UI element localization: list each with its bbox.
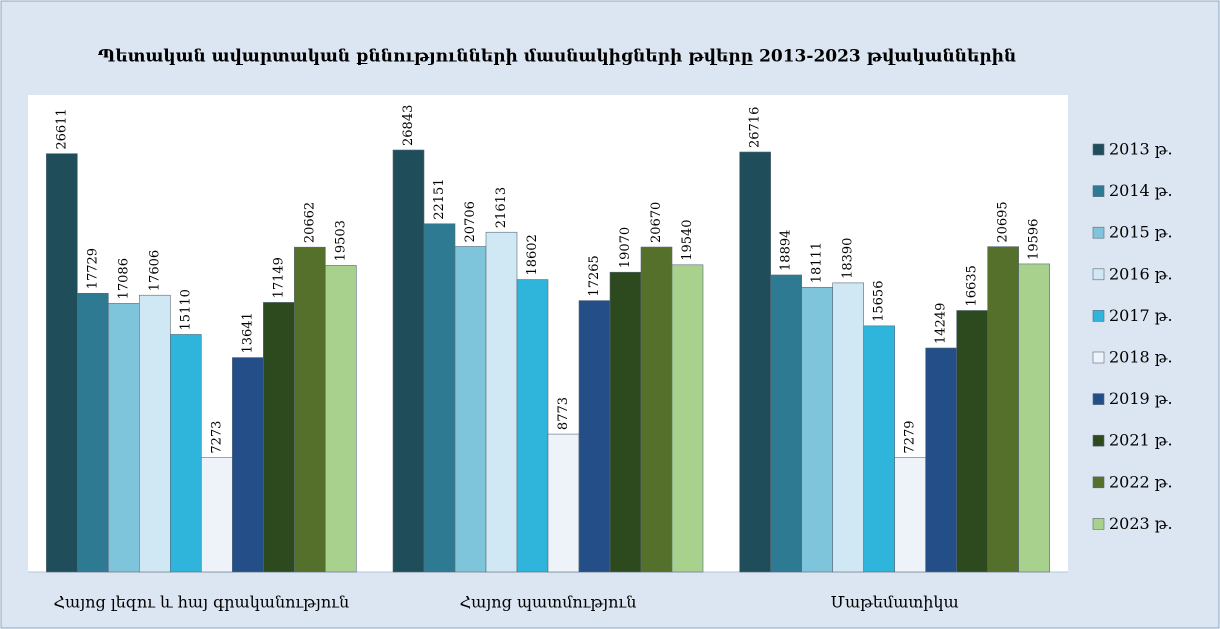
- data-label: 20695: [996, 201, 1011, 242]
- bar: [578, 300, 611, 573]
- legend-swatch: [1092, 143, 1105, 156]
- data-label: 17606: [147, 250, 162, 291]
- legend-swatch: [1092, 351, 1105, 364]
- bar: [640, 246, 673, 573]
- data-label: 18894: [779, 230, 794, 271]
- legend-swatch: [1092, 185, 1105, 197]
- legend-label: 2016 թ.: [1109, 264, 1173, 283]
- legend-swatch: [1092, 268, 1105, 281]
- bar: [894, 457, 926, 573]
- bar: [392, 149, 425, 573]
- bar: [671, 264, 704, 573]
- data-label: 19070: [618, 227, 633, 268]
- data-label: 19503: [333, 220, 348, 261]
- bar: [925, 347, 957, 573]
- bar: [832, 282, 864, 573]
- bar: [547, 433, 580, 573]
- data-label: 19596: [1027, 219, 1042, 260]
- data-label: 16635: [965, 265, 980, 306]
- data-label: 26843: [401, 105, 416, 146]
- x-tick-label: Հայոց լեզու և հայ գրականություն: [54, 593, 350, 612]
- data-label: 18111: [810, 242, 825, 283]
- bar: [454, 246, 487, 573]
- bar: [423, 223, 456, 573]
- data-label: 19540: [680, 219, 695, 260]
- data-label: 17086: [116, 258, 131, 299]
- bar: [1018, 263, 1050, 573]
- legend-swatch: [1092, 518, 1105, 530]
- data-label: 17729: [85, 248, 100, 289]
- bar: [325, 265, 357, 573]
- bar: [263, 302, 295, 573]
- data-label: 8773: [556, 397, 571, 430]
- legend-swatch: [1092, 434, 1105, 447]
- legend-label: 2017 թ.: [1109, 306, 1173, 325]
- bar: [201, 457, 233, 573]
- legend-swatch: [1092, 226, 1105, 239]
- chart-title: Պետական ավարտական քննությունների մասնակի…: [98, 47, 1016, 67]
- legend-label: 2015 թ.: [1109, 223, 1173, 242]
- data-label: 13641: [240, 312, 255, 353]
- bar: [987, 246, 1019, 573]
- bar: [516, 279, 549, 573]
- bar: [294, 246, 326, 573]
- x-tick-label: Հայոց պատմություն: [460, 593, 637, 612]
- data-label: 26611: [54, 108, 69, 149]
- data-label: 7279: [903, 420, 918, 453]
- legend-swatch: [1092, 310, 1105, 322]
- legend-label: 2023 թ.: [1109, 514, 1173, 533]
- data-label: 20706: [463, 201, 478, 242]
- legend-label: 2019 թ.: [1109, 389, 1173, 408]
- bar: [232, 357, 264, 573]
- bar: [139, 294, 171, 573]
- legend-label: 2018 թ.: [1109, 348, 1173, 367]
- legend-label: 2014 թ.: [1109, 181, 1173, 200]
- data-label: 26716: [748, 107, 763, 148]
- data-label: 17149: [271, 257, 286, 298]
- bar: [170, 334, 202, 573]
- data-label: 7273: [209, 421, 224, 454]
- legend-label: 2022 թ.: [1109, 472, 1173, 491]
- bar: [609, 271, 642, 573]
- bar: [485, 231, 518, 573]
- bar: [77, 292, 109, 573]
- bar: [108, 303, 140, 573]
- data-label: 18602: [525, 234, 540, 275]
- x-tick-label: Մաթեմատիկա: [831, 593, 959, 612]
- data-label: 14249: [934, 303, 949, 344]
- data-label: 22151: [432, 178, 447, 219]
- legend-swatch: [1092, 476, 1105, 489]
- bar: [46, 153, 78, 573]
- legend-label: 2021 թ.: [1109, 431, 1173, 450]
- data-label: 15110: [178, 289, 193, 330]
- data-label: 18390: [841, 238, 856, 279]
- data-label: 20662: [302, 202, 317, 243]
- data-label: 20670: [649, 202, 664, 243]
- legend-label: 2013 թ.: [1109, 140, 1173, 159]
- bar: [770, 274, 802, 573]
- bar: [801, 286, 833, 573]
- data-label: 17265: [587, 255, 602, 296]
- data-label: 15656: [872, 281, 887, 322]
- bar: [863, 325, 895, 573]
- legend-swatch: [1092, 393, 1105, 405]
- data-label: 21613: [494, 187, 509, 228]
- bar: [739, 151, 771, 573]
- bar: [956, 310, 988, 573]
